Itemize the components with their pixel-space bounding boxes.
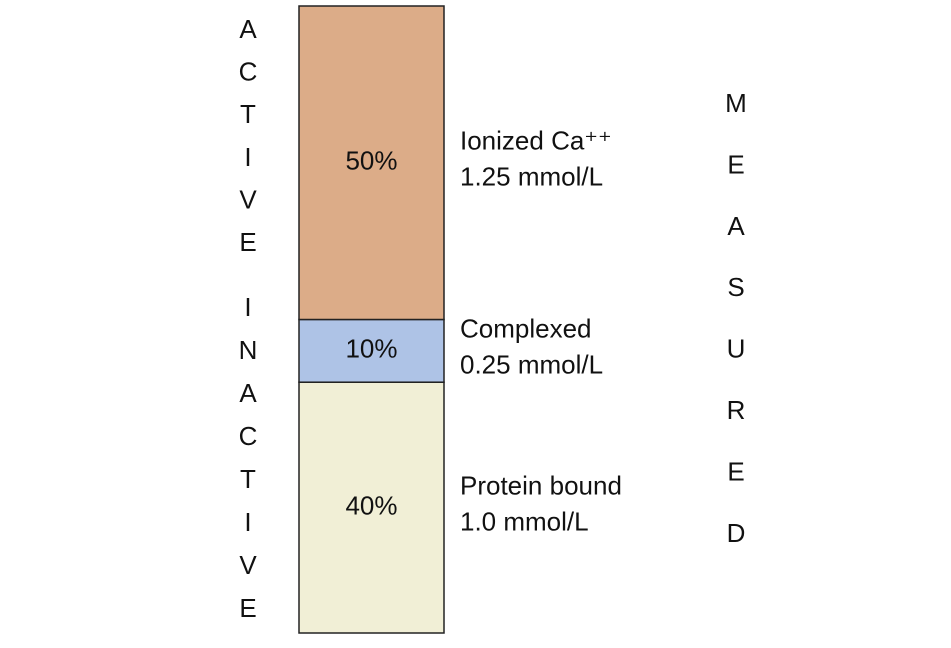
fraction-name: Complexed [460,314,592,344]
segment-label: 10% [345,334,397,364]
segment [298,381,445,634]
fraction-amount: 1.25 mmol/L [460,162,603,192]
segment [298,5,445,321]
fraction-amount: 0.25 mmol/L [460,350,603,380]
fraction-amount: 1.0 mmol/L [460,506,589,536]
segment [298,318,445,383]
segment-label: 50% [345,146,397,176]
fraction-name: Protein bound [460,470,622,500]
segment-label: 40% [345,490,397,520]
fraction-name: Ionized Ca⁺⁺ [460,126,612,156]
